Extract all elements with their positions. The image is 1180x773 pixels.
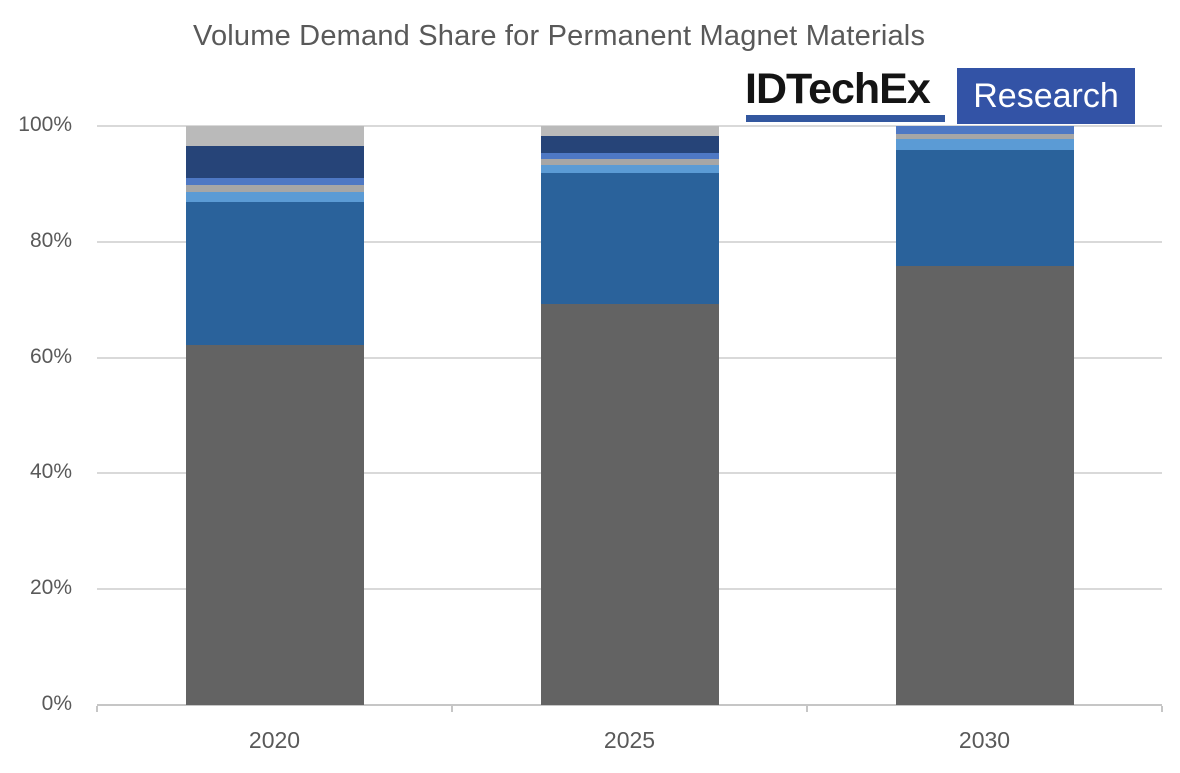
- x-axis-category-label: 2020: [248, 727, 301, 753]
- y-axis-tick-label: 20%: [29, 576, 72, 600]
- bar-segment-2020-navy-segment: [185, 146, 364, 179]
- bar-segment-2030-light-blue-segment: [895, 139, 1074, 151]
- bar-segment-2025-light-blue-segment: [540, 164, 719, 173]
- research-badge: Research: [957, 68, 1135, 124]
- idtechex-logo-text: IDTechEx: [745, 65, 931, 113]
- x-axis-category-label: 2030: [958, 727, 1011, 753]
- x-axis-tick-mark: [451, 706, 453, 712]
- y-axis-tick-label: 40%: [29, 460, 72, 484]
- x-axis-tick-mark: [806, 706, 808, 712]
- bar-segment-2020-blue-segment: [185, 201, 364, 345]
- bar-segment-2025-medium-blue-segment: [540, 152, 719, 159]
- bar-segment-2030-gray-segment: [895, 133, 1074, 140]
- idtechex-brand-block: IDTechEx: [745, 65, 947, 122]
- chart-title: Volume Demand Share for Permanent Magnet…: [193, 20, 926, 52]
- bar-segment-2020-gray-segment: [185, 185, 364, 192]
- y-axis-tick-label: 60%: [29, 344, 72, 368]
- y-axis-tick-label: 80%: [29, 228, 72, 252]
- x-axis-line: [97, 704, 1162, 706]
- bar-segment-2020-medium-blue-segment: [185, 178, 364, 186]
- x-axis-tick-mark: [1161, 706, 1163, 712]
- bar-segment-2025-blue-segment: [540, 172, 719, 304]
- bar-segment-2025-silver-segment: [540, 126, 719, 136]
- bar-segment-2020-light-blue-segment: [185, 192, 364, 202]
- bar-segment-2025-navy-segment: [540, 135, 719, 153]
- idtechex-logo-underline: [746, 115, 945, 122]
- y-axis-tick-label: 100%: [18, 113, 72, 136]
- x-axis-category-label: 2025: [603, 727, 656, 753]
- bar-segment-2030-blue-segment: [895, 150, 1074, 266]
- bar-segment-2030-medium-blue-segment: [895, 126, 1074, 134]
- bar-segment-2030-dark-gray-segment: [895, 265, 1074, 705]
- bar-segment-2020-silver-segment: [185, 126, 364, 147]
- bar-segment-2025-gray-segment: [540, 159, 719, 165]
- x-axis-tick-mark: [96, 706, 98, 712]
- bar-segment-2025-dark-gray-segment: [540, 303, 719, 705]
- bar-segment-2020-dark-gray-segment: [185, 344, 364, 705]
- y-axis-tick-label: 0%: [41, 692, 72, 715]
